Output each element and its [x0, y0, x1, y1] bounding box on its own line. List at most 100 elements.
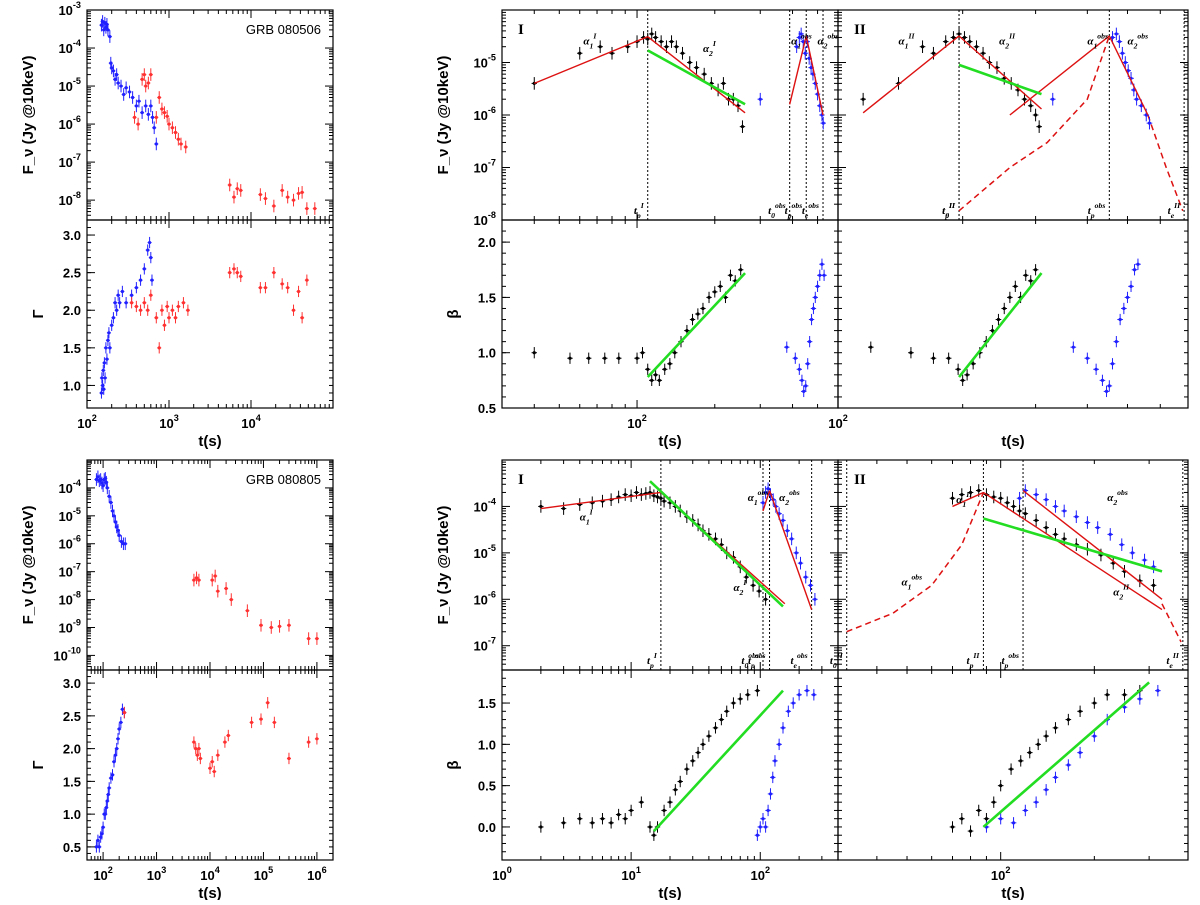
data-point — [1146, 116, 1153, 130]
data-point — [805, 358, 811, 370]
data-point — [955, 363, 961, 375]
data-point — [1035, 738, 1041, 751]
data-point — [760, 812, 766, 825]
panel-b1_beta: 102 0.5 1.0 1.5 2.0 t(s) β — [445, 219, 839, 450]
data-point — [122, 706, 127, 719]
red-fit-line — [768, 490, 813, 610]
data-point — [1091, 697, 1098, 709]
data-point — [312, 202, 317, 215]
x-tick-label: 103 — [159, 413, 179, 431]
red-fit-line — [762, 490, 771, 512]
data-point — [667, 796, 673, 808]
data-point — [622, 812, 628, 825]
data-point — [639, 347, 646, 359]
data-point — [812, 291, 818, 304]
grb-name: GRB 080506 — [246, 22, 321, 37]
data-point — [662, 363, 668, 375]
data-point — [148, 99, 153, 113]
y-tick-label: 10-9 — [58, 617, 81, 635]
red-fit-line — [1009, 35, 1110, 116]
data-point — [700, 302, 706, 315]
data-point — [908, 347, 914, 359]
y-tick-label: 10-10 — [53, 645, 81, 663]
data-point — [106, 327, 111, 339]
data-point — [770, 771, 776, 784]
data-point — [148, 251, 153, 264]
data-point — [790, 697, 796, 709]
y-tick-label: 10-5 — [58, 76, 81, 94]
data-point — [1113, 27, 1120, 41]
data-point — [609, 46, 615, 60]
x-tick-label: 104 — [200, 865, 220, 883]
data-point — [796, 363, 803, 375]
data-point — [780, 722, 786, 734]
data-point — [147, 236, 152, 249]
y-tick-label: 2.0 — [63, 742, 81, 757]
data-point — [119, 535, 124, 548]
data-point — [191, 736, 196, 748]
plot-area — [99, 236, 309, 399]
data-point — [1077, 746, 1083, 759]
red-fit-line — [1108, 35, 1149, 116]
dashed-fit-1 — [1161, 603, 1182, 643]
data-point — [689, 313, 696, 326]
data-point — [950, 31, 957, 44]
data-point — [178, 137, 183, 151]
y-tick-label: 1.5 — [63, 341, 81, 356]
data-point — [727, 269, 734, 281]
plot-area — [531, 258, 827, 398]
data-point — [107, 342, 112, 354]
x-axis-label: t(s) — [658, 885, 681, 900]
data-point — [238, 184, 243, 197]
data-point — [701, 67, 707, 81]
data-point — [1084, 516, 1091, 529]
data-point — [622, 488, 628, 501]
data-point — [633, 486, 640, 499]
axes-frame — [501, 219, 839, 409]
data-point — [651, 829, 657, 841]
data-point — [1109, 358, 1116, 370]
y-axis-label: Γ — [30, 309, 47, 318]
data-point — [101, 821, 106, 833]
data-point — [995, 313, 1002, 326]
data-point — [652, 369, 659, 381]
data-point — [1032, 264, 1039, 276]
panel-label: I — [518, 22, 524, 38]
y-tick-label: 10-8 — [473, 210, 496, 228]
data-point — [1004, 496, 1011, 510]
data-point — [797, 556, 804, 570]
data-point — [750, 579, 756, 592]
data-point — [949, 491, 956, 505]
dashed-fit-0 — [846, 492, 985, 633]
data-point — [117, 723, 122, 735]
data-point — [589, 817, 595, 829]
y-tick-label: 10-7 — [58, 562, 81, 580]
data-point — [1027, 99, 1034, 113]
vline-label-0: tpI — [634, 201, 645, 220]
data-point — [1043, 493, 1049, 506]
data-point — [793, 40, 800, 53]
data-point — [867, 341, 874, 353]
data-point — [560, 502, 567, 515]
data-point — [120, 285, 125, 298]
dashed-fit-1 — [1147, 114, 1184, 212]
data-point — [1113, 336, 1120, 348]
y-tick-label: 3.0 — [63, 676, 81, 691]
data-point — [1052, 722, 1059, 734]
data-point — [114, 304, 119, 316]
data-point — [154, 312, 159, 324]
data-point — [1104, 689, 1111, 701]
x-axis-label: t(s) — [658, 433, 681, 450]
y-axis-label: Γ — [30, 760, 47, 769]
data-point — [1133, 92, 1140, 106]
y-tick-label: 10-5 — [473, 53, 496, 71]
x-tick-label: 103 — [147, 865, 167, 883]
data-point — [291, 193, 296, 207]
x-tick-label: 102 — [828, 413, 848, 431]
data-point — [1129, 546, 1136, 560]
data-point — [195, 749, 200, 761]
data-point — [142, 297, 147, 309]
data-point — [802, 46, 808, 60]
data-point — [101, 364, 106, 377]
